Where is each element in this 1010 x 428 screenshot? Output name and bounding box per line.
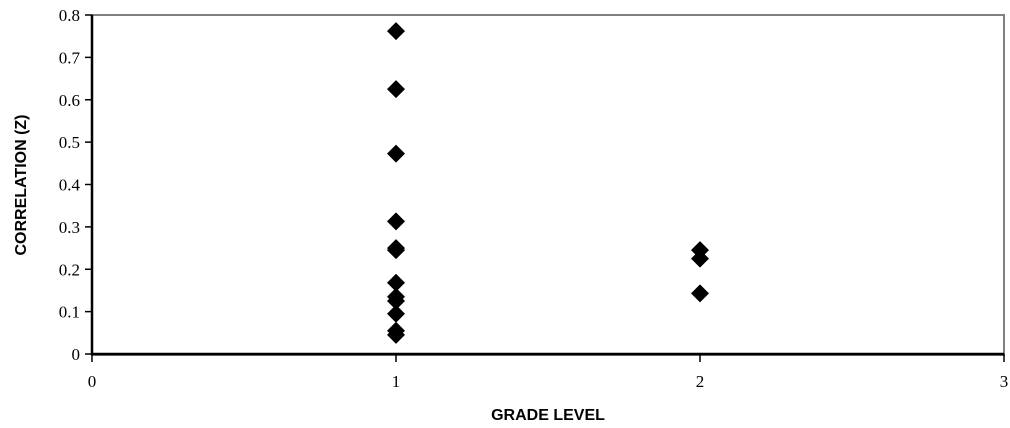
y-tick-label: 0.3 (59, 218, 80, 237)
y-tick-label: 0.2 (59, 260, 80, 279)
data-point-diamond (387, 22, 405, 41)
y-tick-label: 0.7 (59, 48, 81, 67)
y-tick-label: 0.6 (59, 91, 80, 110)
data-point-diamond (387, 212, 405, 231)
x-tick-label: 0 (88, 372, 97, 391)
data-point-diamond (387, 325, 405, 344)
x-axis-ticks: 0 1 2 3 (88, 354, 1009, 391)
data-points (387, 22, 709, 344)
data-point-diamond (387, 273, 405, 292)
y-tick-label: 0.4 (59, 176, 81, 195)
data-point-diamond (387, 304, 405, 323)
data-point-diamond (387, 241, 405, 260)
y-tick-label: 0.8 (59, 6, 80, 25)
data-point-diamond (387, 80, 405, 99)
data-point-diamond (691, 249, 709, 268)
x-axis-title: GRADE LEVEL (491, 407, 605, 424)
y-tick-label: 0 (72, 345, 81, 364)
data-point-diamond (691, 284, 709, 303)
x-tick-label: 2 (696, 372, 705, 391)
data-point-diamond (387, 292, 405, 311)
y-axis-title: CORRELATION (Z) (13, 114, 30, 255)
x-tick-label: 1 (392, 372, 401, 391)
plot-area-frame (91, 14, 1005, 356)
y-axis-ticks: 0 0.1 0.2 0.3 0.4 0.5 0.6 0.7 0.8 (59, 6, 92, 364)
x-tick-label: 3 (1000, 372, 1009, 391)
y-tick-label: 0.1 (59, 303, 80, 322)
y-tick-label: 0.5 (59, 133, 80, 152)
data-point-diamond (387, 144, 405, 163)
